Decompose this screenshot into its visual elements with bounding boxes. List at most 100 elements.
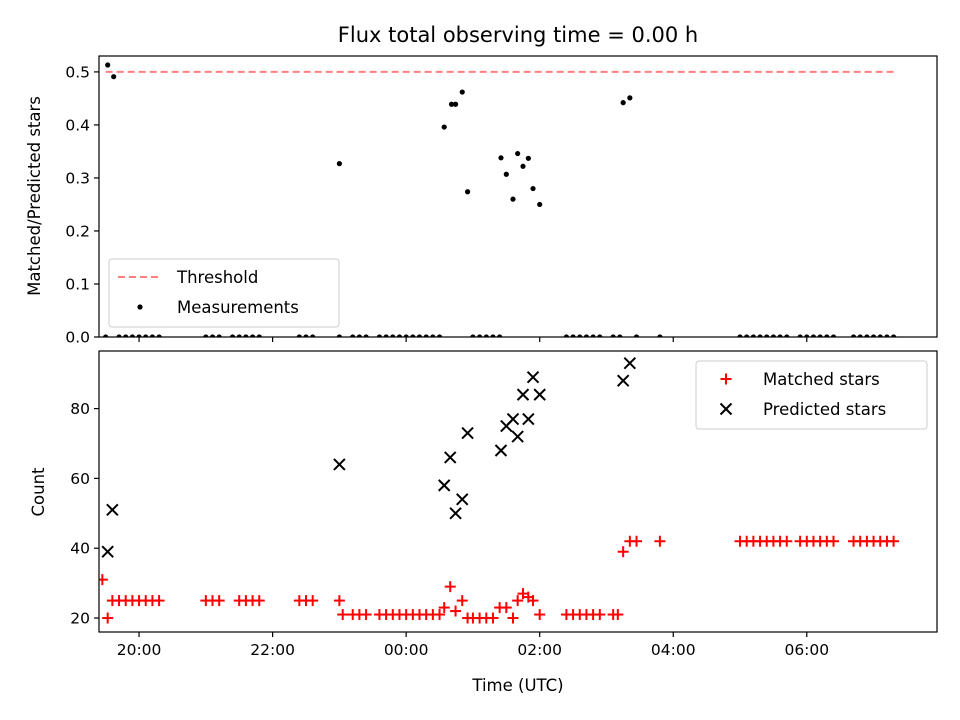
data-point-x-17	[623, 357, 637, 370]
data-point-dot-9	[503, 171, 509, 177]
data-point-dot-54	[490, 334, 496, 337]
legend-measurements-marker	[137, 304, 143, 310]
data-point-dot-37	[336, 334, 342, 337]
data-point-dot-33	[256, 334, 262, 337]
data-point-dot-80	[850, 334, 857, 337]
bottom-legend: Matched stars Predicted stars	[695, 360, 928, 430]
data-point-dot-72	[777, 334, 783, 337]
data-point-dot-68	[750, 334, 756, 337]
data-point-plus-37	[450, 605, 462, 617]
data-point-dot-27	[209, 334, 216, 337]
legend-measurements-label: Measurements	[177, 298, 299, 317]
x-tick-label: 20:00	[117, 641, 162, 659]
data-point-x-7	[461, 426, 474, 440]
data-point-plus-50	[527, 595, 539, 607]
data-point-dot-73	[784, 334, 790, 337]
data-point-dot-29	[229, 334, 236, 337]
data-point-plus-45	[500, 602, 512, 614]
data-point-dot-42	[383, 334, 389, 337]
data-point-dot-10	[510, 196, 516, 202]
data-point-dot-57	[570, 334, 576, 337]
data-point-dot-49	[430, 334, 436, 337]
data-point-dot-79	[830, 334, 837, 337]
x-tick-label: 06:00	[784, 641, 829, 659]
data-point-plus-63	[654, 535, 666, 547]
data-point-dot-63	[617, 334, 623, 337]
data-point-dot-75	[804, 334, 810, 337]
data-point-x-4	[444, 451, 457, 464]
y-tick-label: 0.0	[65, 329, 90, 347]
data-point-x-16	[616, 374, 630, 387]
data-point-dot-22	[136, 334, 142, 337]
data-point-x-5	[449, 507, 462, 520]
data-point-dot-85	[884, 334, 890, 337]
data-point-dot-48	[423, 334, 429, 337]
data-point-dot-13	[525, 155, 531, 161]
data-point-plus-21	[337, 609, 349, 621]
data-point-dot-58	[577, 334, 583, 337]
bottom-x-axis-label: Time (UTC)	[471, 676, 563, 695]
data-point-dot-39	[356, 334, 363, 337]
data-point-dot-35	[303, 334, 309, 337]
y-tick-label: 80	[70, 400, 90, 418]
data-point-plus-35	[438, 602, 450, 614]
x-tick-label: 00:00	[384, 641, 429, 659]
data-point-dot-66	[737, 334, 743, 337]
top-y-ticks: 0.0 0.1 0.2 0.3 0.4 0.5	[65, 63, 99, 347]
data-point-dot-25	[156, 334, 162, 337]
data-point-dot-12	[520, 163, 526, 169]
data-point-plus-71	[781, 535, 793, 547]
y-tick-label: 0.4	[65, 116, 90, 134]
data-point-plus-9	[153, 595, 165, 607]
data-point-dot-23	[143, 334, 149, 337]
data-point-plus-34	[434, 609, 446, 621]
data-point-dot-21	[129, 334, 135, 337]
data-point-dot-77	[817, 334, 823, 337]
data-point-dot-7	[464, 189, 471, 195]
data-point-dot-52	[477, 334, 483, 337]
data-point-plus-0	[99, 574, 108, 586]
data-point-x-1	[106, 503, 119, 517]
data-point-dot-78	[824, 334, 830, 337]
data-point-plus-1	[102, 612, 114, 624]
x-tick-label: 04:00	[651, 641, 696, 659]
y-tick-label: 0.2	[65, 222, 90, 240]
data-point-dot-67	[744, 334, 750, 337]
bottom-panel: Count Time (UTC) 20 40 60 80 20:00 22:00 00:0…	[29, 350, 938, 695]
data-point-plus-51	[534, 609, 546, 621]
data-point-dot-60	[590, 334, 596, 337]
data-point-dot-1	[111, 74, 117, 80]
data-point-plus-38	[456, 595, 468, 607]
data-point-dot-40	[363, 334, 369, 337]
data-point-dot-64	[633, 334, 640, 337]
data-point-plus-20	[333, 595, 345, 607]
data-point-dot-44	[396, 334, 403, 337]
data-point-dot-81	[857, 334, 863, 337]
bottom-axes-frame	[98, 350, 938, 633]
data-point-dot-5	[452, 101, 459, 107]
data-point-dot-46	[410, 334, 416, 337]
data-point-plus-60	[617, 546, 629, 558]
legend-predicted-label: Predicted stars	[763, 400, 886, 419]
data-point-dot-86	[890, 334, 897, 337]
data-point-dot-55	[497, 334, 503, 337]
data-point-dot-0	[105, 62, 111, 68]
data-point-plus-57	[594, 609, 606, 621]
data-point-dot-11	[515, 150, 521, 157]
data-point-dot-84	[877, 334, 883, 337]
data-point-dot-6	[459, 89, 465, 95]
y-tick-label: 60	[70, 470, 90, 488]
data-point-dot-56	[563, 334, 570, 337]
data-point-x-0	[101, 545, 114, 558]
data-point-x-3	[438, 479, 451, 492]
legend-predicted-x	[719, 402, 733, 416]
data-point-dot-83	[870, 334, 877, 337]
data-point-dot-31	[243, 334, 249, 337]
data-point-dot-32	[249, 334, 256, 337]
data-point-dot-34	[296, 334, 302, 337]
data-point-x-8	[494, 444, 508, 457]
data-point-dot-3	[441, 124, 447, 130]
data-point-dot-26	[203, 334, 209, 337]
data-point-x-2	[333, 458, 346, 471]
